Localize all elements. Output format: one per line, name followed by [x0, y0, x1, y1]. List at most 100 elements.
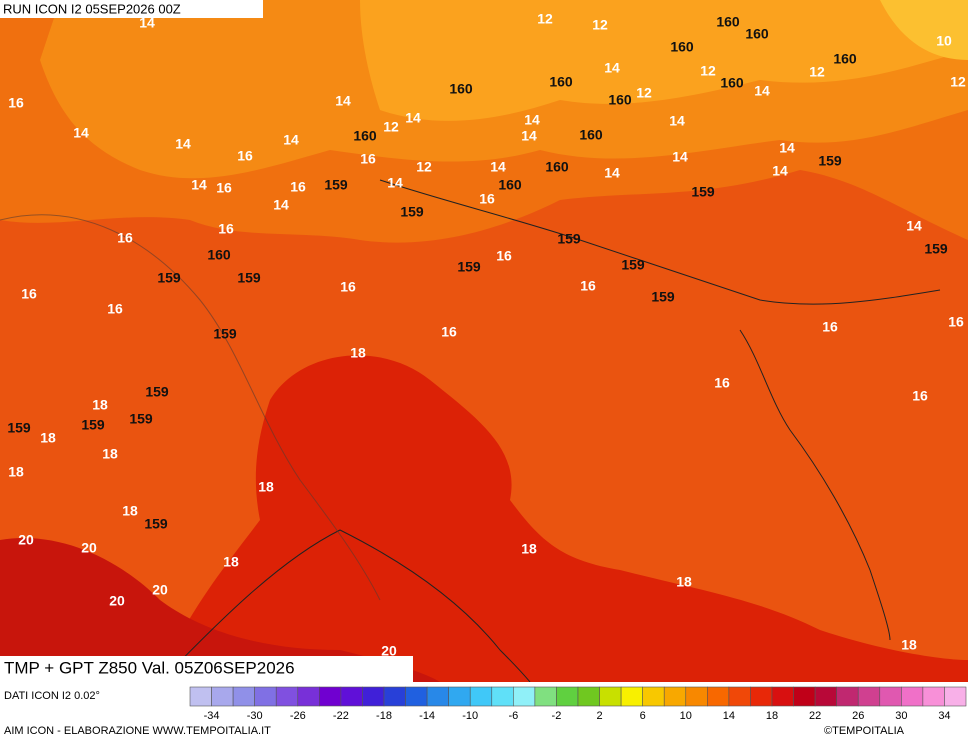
contour-label: 160 [745, 26, 769, 42]
contour-label: 16 [822, 319, 838, 335]
colorbar-swatch [556, 686, 579, 707]
run-label: RUN ICON I2 05SEP2026 00Z [3, 1, 181, 16]
colorbar-swatch [189, 686, 212, 707]
border-line [379, 179, 941, 305]
contour-label: 159 [7, 420, 31, 436]
contour-label: 18 [122, 503, 138, 519]
contour-label: 18 [258, 479, 274, 495]
product-title: TMP + GPT Z850 Val. 05Z06SEP2026 [4, 658, 295, 677]
contour-label: 14 [772, 163, 788, 179]
colorbar-swatch [232, 686, 255, 707]
colorbar-label: 30 [895, 710, 907, 722]
contour-label: 14 [754, 83, 770, 99]
colorbar-label: 34 [938, 710, 950, 722]
contour-label: 160 [579, 127, 603, 143]
colorbar-swatch [275, 686, 299, 707]
contour-label: 12 [809, 64, 825, 80]
border-line [0, 214, 381, 601]
contour-label: 16 [21, 286, 37, 302]
contour-label: 159 [157, 270, 181, 286]
contour-label: 20 [152, 582, 168, 598]
header-box [0, 0, 263, 18]
contour-label: 14 [191, 177, 207, 193]
coastline [159, 529, 531, 683]
colorbar-label: -2 [552, 710, 562, 722]
contour-label: 14 [521, 128, 537, 144]
contour-label: 159 [81, 417, 105, 433]
colorbar-swatch [663, 686, 687, 707]
colorbar-swatch [836, 686, 859, 707]
colorbar-label: -30 [247, 710, 263, 722]
contour-label: 16 [218, 221, 234, 237]
contour-label: 12 [592, 17, 608, 33]
colorbar-swatch [513, 686, 536, 707]
contour-label: 159 [324, 177, 348, 193]
contour-label: 14 [335, 93, 351, 109]
colorbar-swatch [534, 686, 557, 707]
colorbar-swatch [944, 686, 967, 707]
colorbar-swatch [254, 686, 277, 707]
contour-label: 16 [580, 278, 596, 294]
contour-label: 159 [145, 384, 169, 400]
contour-label: 16 [441, 324, 457, 340]
colorbar-swatch [319, 686, 342, 707]
field-10 [880, 0, 968, 60]
colorbar-label: -34 [204, 710, 220, 722]
contour-label: 160 [353, 128, 377, 144]
colorbar-swatch [922, 686, 945, 707]
colorbar-swatch [340, 686, 363, 707]
contour-label: 16 [290, 179, 306, 195]
field-12 [360, 0, 968, 121]
contour-label: 10 [936, 33, 952, 49]
contour-label: 18 [521, 541, 537, 557]
colorbar-swatch [383, 686, 406, 707]
contour-label: 16 [340, 279, 356, 295]
colorbar-swatch [793, 686, 816, 707]
colorbar-swatch [879, 686, 902, 707]
contour-label: 159 [691, 184, 715, 200]
contour-label: 14 [524, 112, 540, 128]
colorbar-swatch [901, 686, 924, 707]
colorbar-label: 6 [640, 710, 646, 722]
contour-label: 14 [604, 60, 620, 76]
colorbar-swatch [491, 686, 514, 707]
contour-label: 16 [216, 180, 232, 196]
colorbar-label: -10 [462, 710, 478, 722]
contour-label: 160 [545, 159, 569, 175]
field-20 [0, 538, 440, 682]
contour-label: 14 [175, 136, 191, 152]
contour-label: 159 [557, 231, 581, 247]
contour-label: 18 [901, 637, 917, 653]
colorbar-swatch [469, 686, 493, 707]
colorbar-swatch [728, 686, 751, 707]
contour-label: 20 [381, 643, 397, 659]
colorbar-label: -14 [419, 710, 435, 722]
contour-label: 18 [102, 446, 118, 462]
contour-label: 14 [283, 132, 299, 148]
contour-label: 16 [117, 230, 133, 246]
contour-label: 12 [636, 85, 652, 101]
contour-label: 18 [350, 345, 366, 361]
colorbar-label: 18 [766, 710, 778, 722]
colorbar-swatch [362, 686, 385, 707]
colorbar-swatch [750, 686, 773, 707]
contour-label: 159 [400, 204, 424, 220]
colorbar-swatch [620, 686, 643, 707]
contour-label: 16 [912, 388, 928, 404]
contour-label: 159 [457, 259, 481, 275]
contour-label: 160 [670, 39, 694, 55]
contour-label: 16 [237, 148, 253, 164]
contour-label: 14 [604, 165, 620, 181]
contour-label: 159 [213, 326, 237, 342]
contour-label: 18 [92, 397, 108, 413]
contour-label: 159 [651, 289, 675, 305]
colorbar-swatch [771, 686, 794, 707]
colorbar-swatch [297, 686, 320, 707]
contour-label: 16 [714, 375, 730, 391]
colorbar-label: 26 [852, 710, 864, 722]
colorbar-swatch [814, 686, 837, 707]
contour-label: 16 [8, 95, 24, 111]
contour-label: 16 [360, 151, 376, 167]
contour-label: 160 [549, 74, 573, 90]
